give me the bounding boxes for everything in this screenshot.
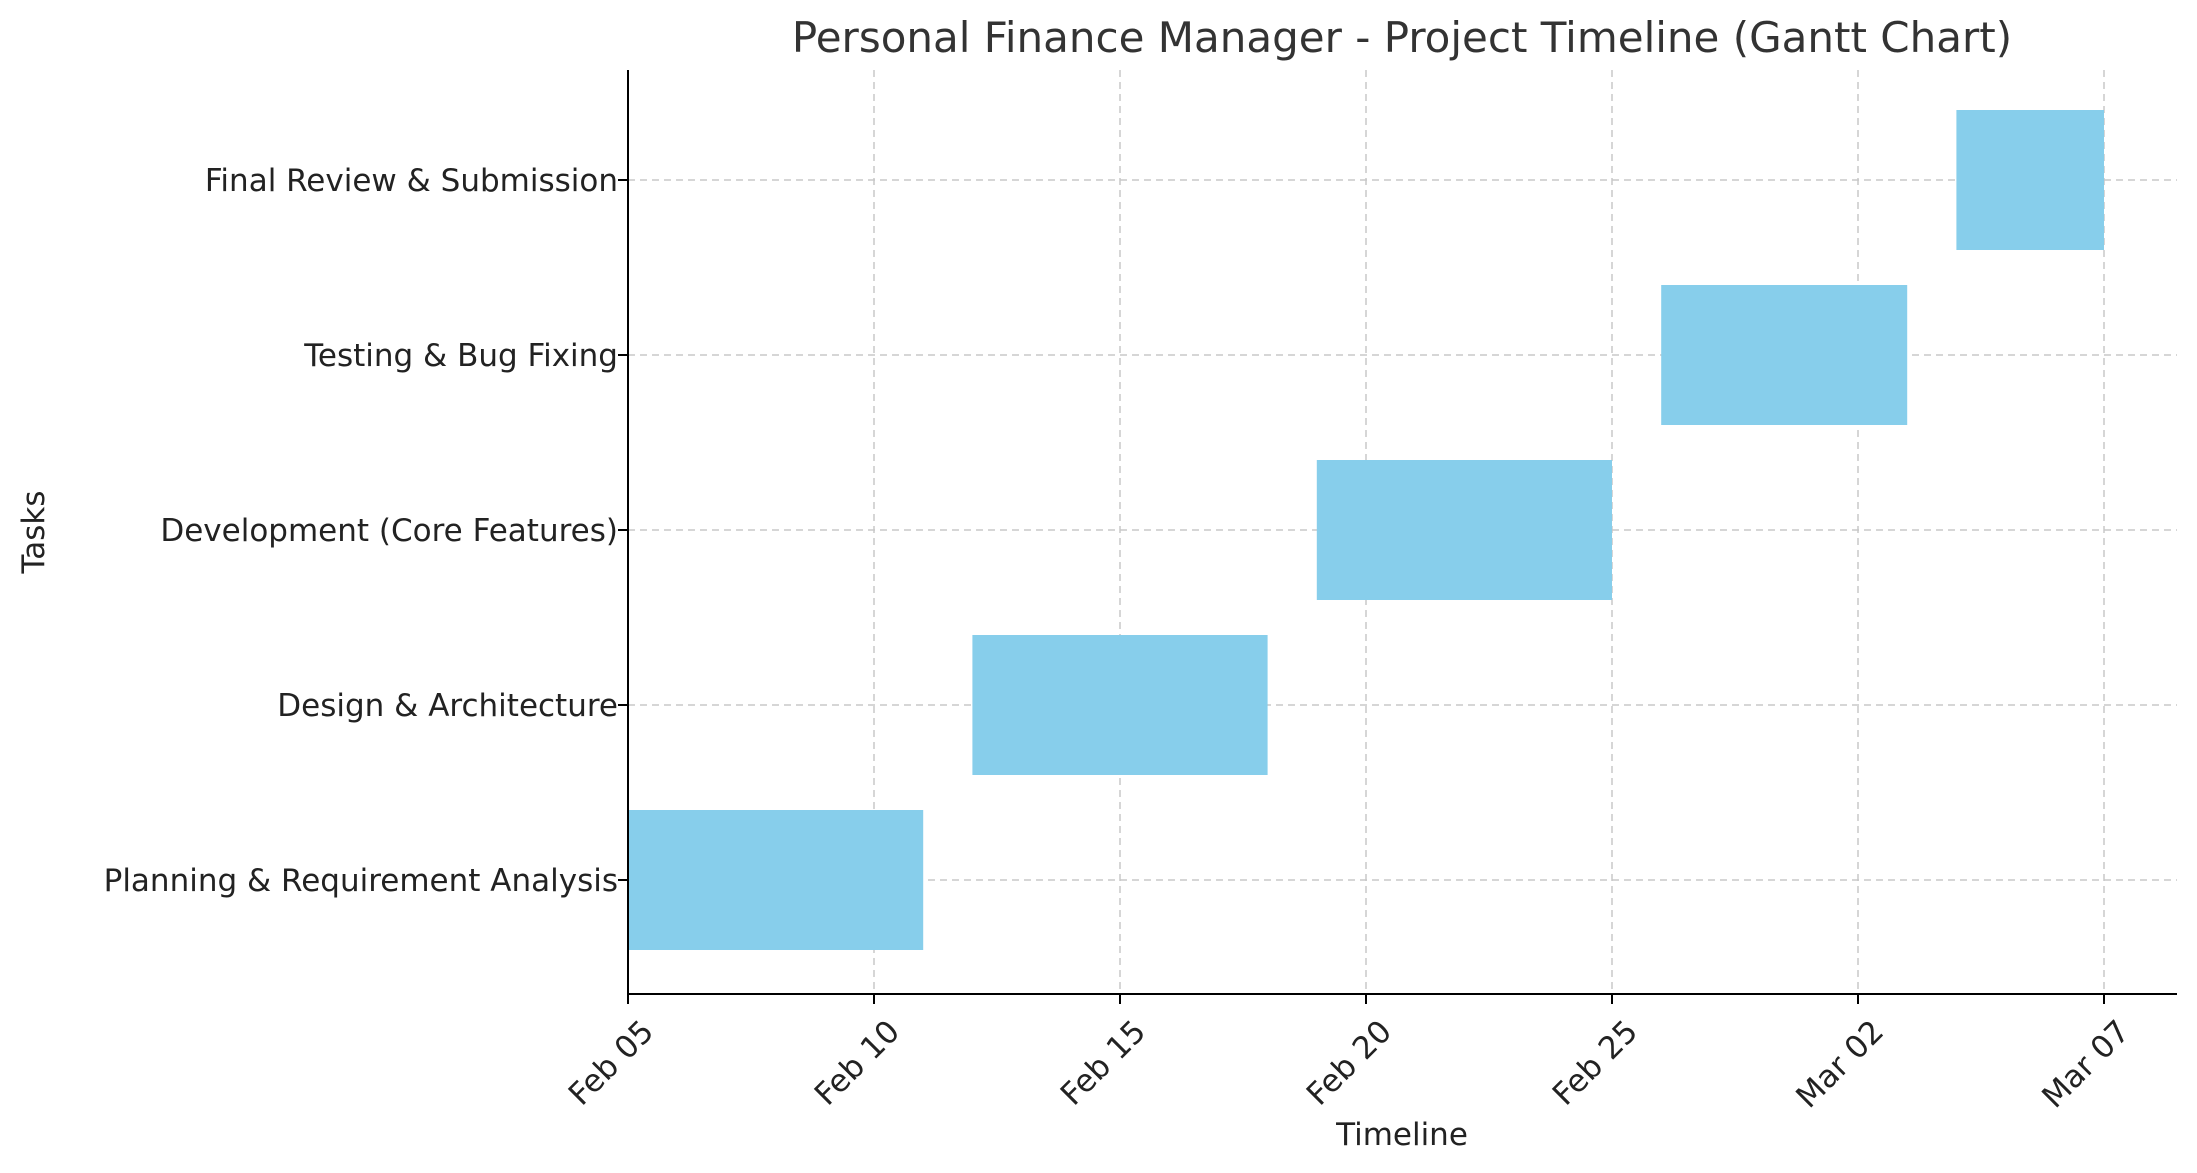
task-bar [628,810,924,950]
task-label: Design & Architecture [277,688,618,724]
x-tick-label: Feb 20 [1300,1014,1399,1113]
task-bars [628,110,2104,950]
task-bar [1661,285,1908,425]
y-axis-ticks: Planning & Requirement Analysis Design & … [104,163,628,899]
task-bar [972,635,1268,775]
task-label: Development (Core Features) [160,513,618,549]
task-bar [1316,460,1612,600]
task-label: Final Review & Submission [205,163,618,199]
task-bar [1956,110,2104,250]
x-tick-label: Feb 15 [1054,1014,1153,1113]
x-tick-label: Mar 02 [1789,1014,1891,1116]
task-label: Testing & Bug Fixing [303,338,618,374]
x-axis-ticks: Feb 05 Feb 10 Feb 15 Feb 20 Feb 25 Mar 02 Mar … [562,994,2137,1115]
x-tick-label: Feb 25 [1546,1014,1645,1113]
chart-title: Personal Finance Manager - Project Timel… [792,13,2012,62]
y-axis-label: Tasks [16,490,52,574]
x-tick-label: Mar 07 [2035,1014,2137,1116]
x-tick-label: Feb 10 [808,1014,907,1113]
x-axis-label: Timeline [1335,1117,1468,1153]
task-label: Planning & Requirement Analysis [104,863,618,899]
x-tick-label: Feb 05 [562,1014,661,1113]
